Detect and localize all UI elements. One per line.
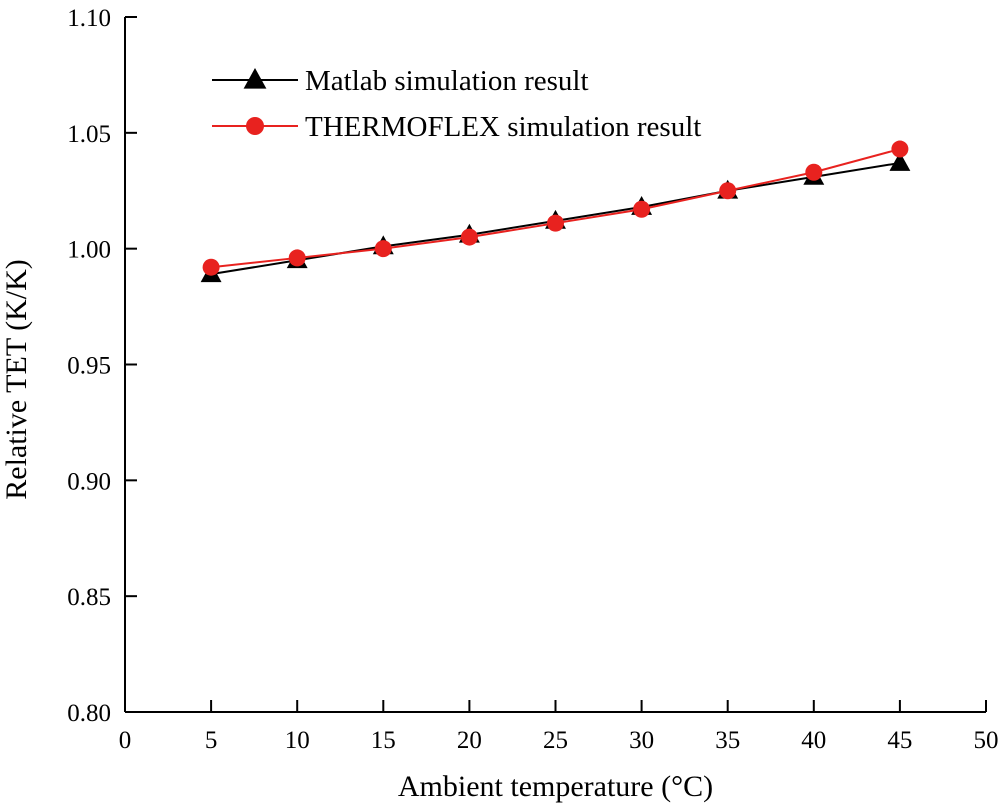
data-point — [288, 249, 306, 267]
series — [200, 140, 911, 283]
series-line — [210, 148, 901, 269]
x-tick-label: 5 — [205, 727, 218, 754]
y-tick-label: 1.00 — [67, 237, 111, 264]
x-axis-title: Ambient temperature (°C) — [398, 770, 713, 803]
x-tick-label: 30 — [629, 727, 654, 754]
x-tick-label: 20 — [457, 727, 482, 754]
y-tick-label: 0.95 — [67, 353, 111, 380]
y-tick-label: 1.05 — [67, 121, 111, 148]
data-point — [374, 240, 392, 258]
y-tick-label: 1.10 — [67, 5, 111, 32]
x-tick-label: 15 — [371, 727, 396, 754]
x-tick-label: 25 — [543, 727, 568, 754]
x-tick-label: 45 — [887, 727, 912, 754]
data-point — [805, 163, 823, 181]
data-point — [633, 200, 651, 218]
x-tick-label: 40 — [801, 727, 826, 754]
data-point — [719, 182, 737, 200]
legend-item-thermoflex: THERMOFLEX simulation result — [212, 111, 701, 143]
x-tick-label: 10 — [285, 727, 310, 754]
legend-label-thermoflex: THERMOFLEX simulation result — [305, 111, 701, 143]
y-tick-label: 0.85 — [67, 584, 111, 611]
x-ticks: 0 5 10 15 20 25 30 35 40 45 50 — [119, 700, 999, 754]
y-ticks: 0.80 0.85 0.90 0.95 1.00 1.05 1.10 — [67, 5, 137, 727]
series-markers-thermoflex — [202, 140, 909, 276]
data-point — [889, 151, 911, 171]
legend-marker-circle-icon — [246, 117, 264, 135]
x-tick-label: 0 — [119, 727, 132, 754]
series-thermoflex — [210, 148, 901, 269]
legend: Matlab simulation result THERMOFLEX simu… — [212, 65, 701, 143]
data-point — [460, 228, 478, 246]
x-tick-label: 35 — [715, 727, 740, 754]
y-tick-label: 0.90 — [67, 468, 111, 495]
y-tick-label: 0.80 — [67, 700, 111, 727]
x-tick-label: 50 — [974, 727, 999, 754]
data-point — [547, 214, 564, 232]
legend-item-matlab: Matlab simulation result — [212, 65, 589, 97]
legend-marker-triangle-icon — [243, 68, 267, 89]
legend-label-matlab: Matlab simulation result — [305, 65, 589, 97]
data-point — [202, 258, 220, 276]
data-point — [891, 140, 909, 158]
y-axis-title: Relative TET (K/K) — [0, 259, 33, 500]
